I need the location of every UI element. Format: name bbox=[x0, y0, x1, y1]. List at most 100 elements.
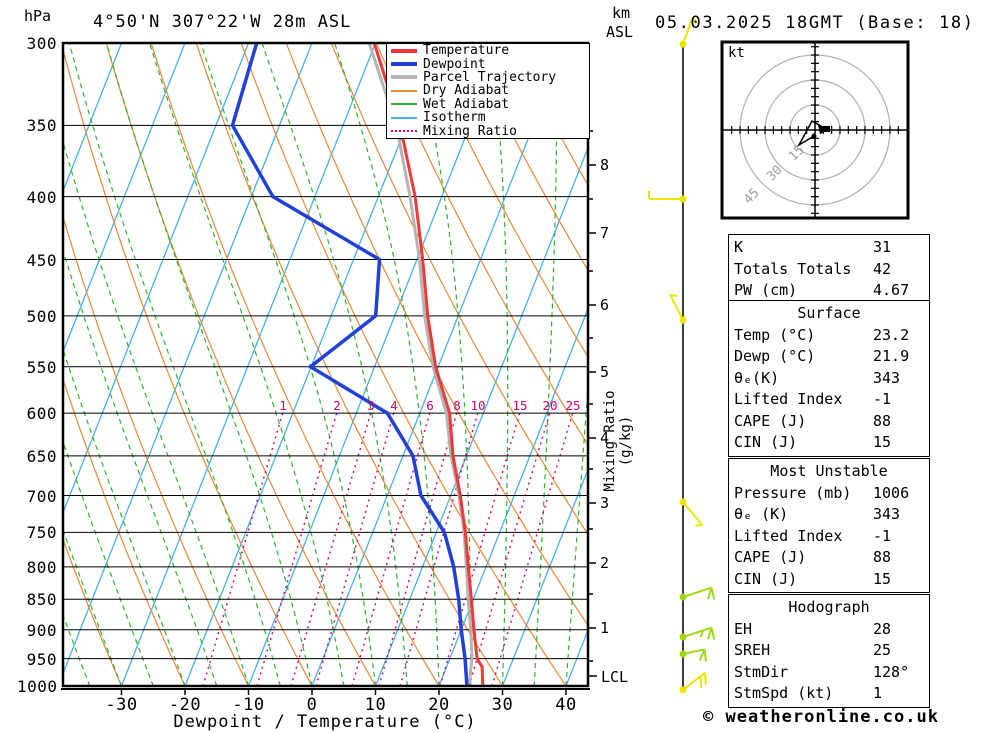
wet-adiabat-line bbox=[334, 43, 440, 686]
mixing-ratio-label: 20 bbox=[542, 398, 558, 413]
lcl-label: LCL bbox=[601, 668, 629, 686]
wet-adiabat-line bbox=[490, 43, 509, 686]
indices-table: Most Unstable Pressure (mb) 1006 θₑ (K) 343 L… bbox=[728, 458, 930, 593]
wet-adiabat-line bbox=[149, 43, 345, 686]
wind-barb bbox=[679, 586, 716, 601]
temp-tick-label: 10 bbox=[364, 695, 387, 715]
table-row-value: 343 bbox=[873, 368, 901, 387]
pressure-tick-label: 850 bbox=[26, 590, 57, 610]
wet-adiabat-line bbox=[68, 43, 281, 686]
km-tick-label: 7 bbox=[600, 224, 610, 242]
isotherm-line bbox=[311, 43, 567, 686]
table-row-label: Dewp (°C) bbox=[734, 347, 816, 365]
wet-adiabat-line bbox=[63, 139, 250, 686]
pressure-tick-label: 700 bbox=[26, 486, 57, 506]
temp-tick-label: 0 bbox=[306, 695, 318, 715]
indices-table: K 31 Totals Totals 42 PW (cm) 4.67 bbox=[728, 234, 930, 305]
isotherm-line bbox=[120, 43, 377, 686]
legend-row: Dewpoint bbox=[387, 57, 589, 72]
km-tick-label: 3 bbox=[600, 494, 610, 512]
legend-label: Mixing Ratio bbox=[423, 123, 517, 139]
x-axis-title: Dewpoint / Temperature (°C) bbox=[173, 712, 477, 732]
isotherm-line bbox=[438, 307, 588, 686]
table-row-label: K bbox=[734, 238, 744, 256]
isotherm-line bbox=[63, 43, 186, 354]
pressure-tick-label: 300 bbox=[26, 34, 57, 53]
legend-row: Parcel Trajectory bbox=[387, 70, 589, 85]
table-row-label: CAPE (J) bbox=[734, 411, 807, 430]
mixing-ratio-line bbox=[256, 411, 338, 686]
pressure-tick-label: 350 bbox=[26, 116, 57, 136]
table-row-label: Temp (°C) bbox=[734, 325, 816, 344]
wet-adiabat-line bbox=[63, 248, 218, 686]
table-row-value: 1 bbox=[873, 684, 883, 702]
table-row-label: StmDir bbox=[734, 662, 789, 681]
pressure-tick-label: 950 bbox=[26, 649, 57, 669]
table-row: θₑ (K) 343 bbox=[729, 504, 929, 526]
dry-adiabat-line bbox=[375, 43, 588, 446]
table-row: Temp (°C) 23.2 bbox=[729, 325, 929, 347]
wind-barb-station-dot bbox=[679, 633, 687, 641]
table-row: PW (cm) 4.67 bbox=[729, 280, 929, 302]
legend-row: Dry Adiabat bbox=[387, 83, 589, 98]
wind-barb bbox=[679, 648, 707, 662]
table-row-value: 25 bbox=[873, 641, 892, 659]
isotherm-line bbox=[63, 43, 313, 676]
wind-barb bbox=[679, 498, 704, 527]
right-axis-title: Mixing Ratio (g/kg) bbox=[602, 390, 634, 492]
wind-barb bbox=[648, 191, 687, 203]
table-row-label: StmSpd (kt) bbox=[734, 684, 834, 702]
wind-barb-station-dot bbox=[679, 686, 687, 694]
table-row: Pressure (mb) 1006 bbox=[729, 483, 929, 505]
indices-table: Surface Temp (°C) 23.2 Dewp (°C) 21.9 θₑ(K) 34… bbox=[728, 300, 930, 457]
legend-line-sample bbox=[391, 89, 417, 92]
temp-tick-label: 20 bbox=[428, 695, 450, 715]
legend-row: Isotherm bbox=[387, 110, 589, 125]
mixing-ratio-label: 10 bbox=[470, 398, 486, 413]
km-tick-label: 5 bbox=[600, 363, 610, 381]
legend: Temperature Dewpoint Parcel Trajectory Dry … bbox=[386, 43, 590, 139]
indices-table: Hodograph EH 28 SREH 25 StmDir 128° StmSpd (kt)… bbox=[728, 594, 930, 708]
pressure-tick-label: 600 bbox=[26, 404, 57, 424]
hodograph-trace bbox=[797, 119, 829, 148]
wind-barb bbox=[679, 17, 698, 48]
table-row: SREH 25 bbox=[729, 640, 929, 662]
table-row: K 31 bbox=[729, 237, 929, 259]
mixing-ratio-label: 8 bbox=[453, 398, 461, 413]
wind-barb-station-dot bbox=[679, 195, 687, 203]
wind-barb-station-dot bbox=[679, 40, 687, 48]
km-tick-label: 6 bbox=[600, 296, 610, 314]
pressure-tick-label: 550 bbox=[26, 357, 57, 377]
table-row-label: Pressure (mb) bbox=[734, 483, 852, 502]
table-header: Most Unstable bbox=[770, 462, 888, 480]
dry-adiabat-line bbox=[330, 43, 588, 536]
temp-tick-label: -30 bbox=[105, 695, 138, 715]
table-row-value: 343 bbox=[873, 505, 901, 523]
table-row-value: 15 bbox=[873, 433, 892, 451]
table-row: Lifted Index -1 bbox=[729, 389, 929, 411]
table-row: CIN (J) 15 bbox=[729, 432, 929, 454]
table-row: StmDir 128° bbox=[729, 662, 929, 684]
mixing-ratio-line bbox=[491, 411, 574, 686]
station-title: 4°50'N 307°22'W 28m ASL bbox=[93, 12, 352, 32]
wind-barb-station-dot bbox=[679, 650, 687, 658]
isotherm-line bbox=[63, 43, 250, 515]
mixing-ratio-line bbox=[378, 411, 458, 686]
table-row-value: 28 bbox=[873, 619, 892, 638]
table-header: Hodograph bbox=[788, 598, 870, 616]
table-row: EH 28 bbox=[729, 619, 929, 641]
table-row-value: 15 bbox=[873, 569, 892, 588]
legend-line-sample bbox=[391, 75, 417, 80]
km-unit-label: km bbox=[612, 4, 631, 22]
km-tick-label: 8 bbox=[600, 156, 610, 174]
isotherm-line bbox=[501, 467, 588, 686]
table-row-value: 88 bbox=[873, 548, 892, 566]
table-row-label: θₑ(K) bbox=[734, 368, 780, 387]
table-row-value: -1 bbox=[873, 390, 892, 408]
table-row-value: -1 bbox=[873, 526, 892, 545]
km-tick-label: 4 bbox=[600, 429, 610, 447]
km-tick-label: 2 bbox=[600, 554, 610, 572]
table-row: Totals Totals 42 bbox=[729, 259, 929, 281]
table-row-value: 23.2 bbox=[873, 325, 910, 344]
